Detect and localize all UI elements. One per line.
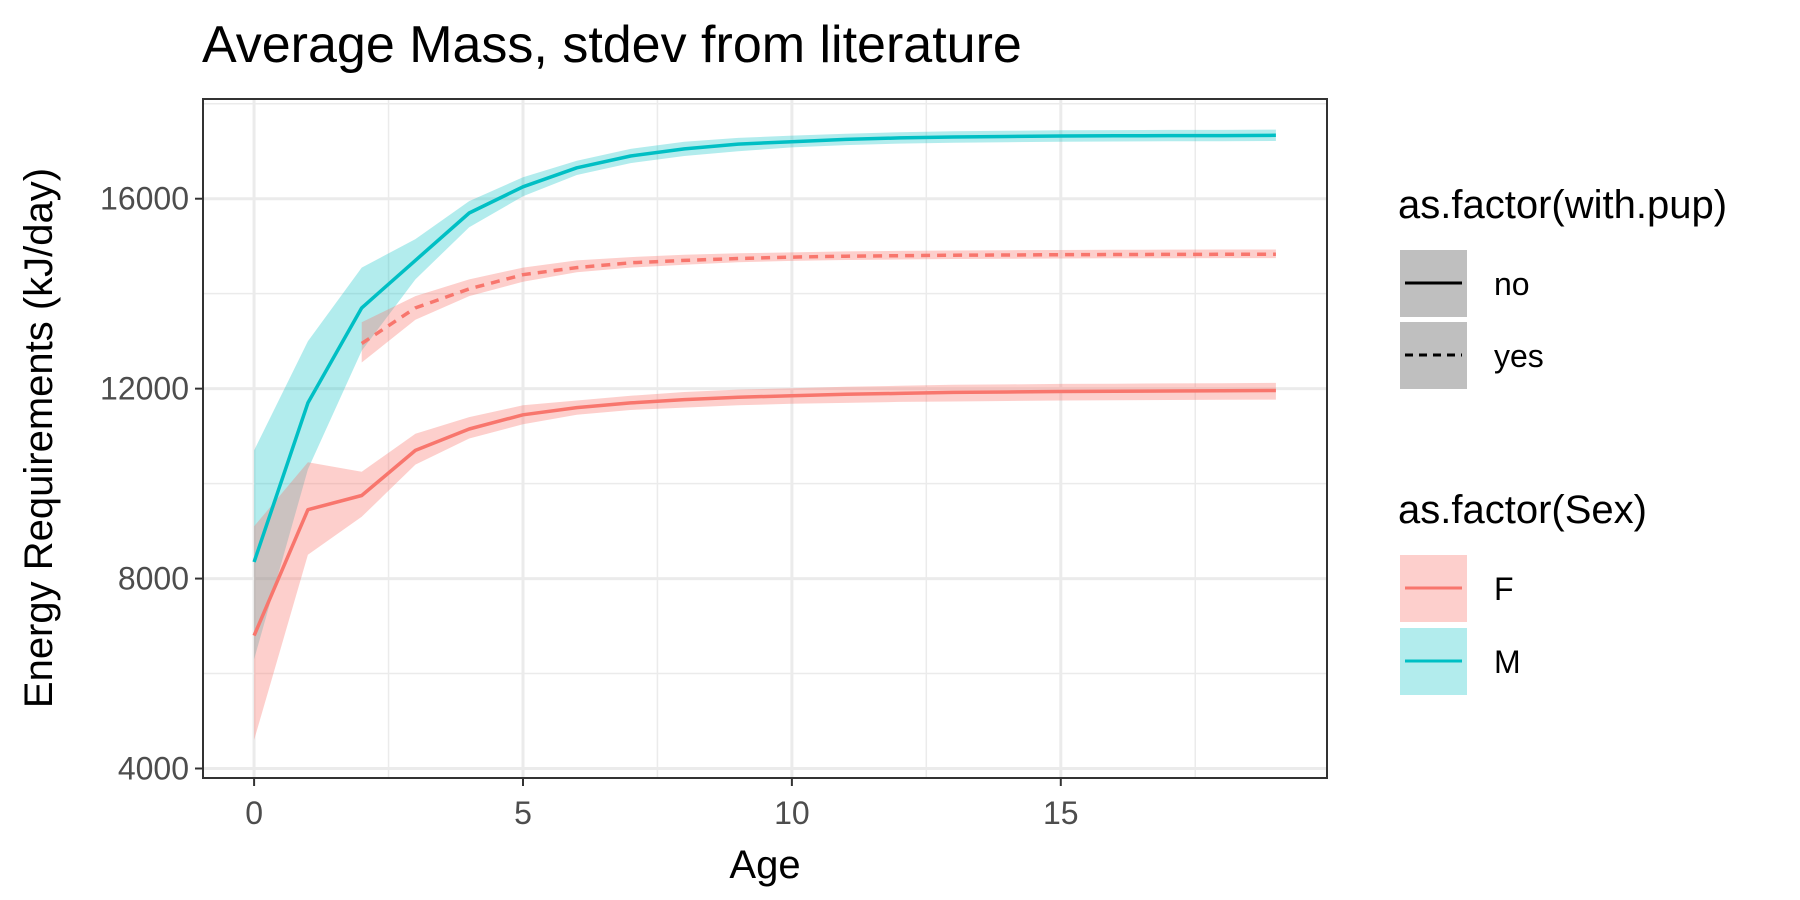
legend-with-pup: as.factor(with.pup) no yes [1398,183,1727,389]
legend-label-yes: yes [1494,338,1544,374]
y-tick-label: 12000 [100,371,189,407]
plot-panel [203,99,1327,778]
y-axis-title: Energy Requirements (kJ/day) [17,168,61,708]
legend-label-f: F [1494,571,1514,607]
chart-title: Average Mass, stdev from literature [202,16,1022,74]
y-tick-label: 8000 [118,561,189,597]
minor-grid [203,99,1327,778]
line-f-yes [360,252,1276,345]
x-tick-label: 15 [1043,795,1079,831]
line-f-no [252,388,1276,637]
legend-label-m: M [1494,644,1521,680]
major-grid [203,99,1327,778]
legend-title: as.factor(Sex) [1398,488,1647,532]
x-tick-label: 0 [245,795,263,831]
line-m-no [252,133,1276,563]
y-tick-label: 4000 [118,751,189,787]
y-tick-label: 16000 [100,181,189,217]
legend-label-no: no [1494,266,1530,302]
plot-border [202,98,1328,779]
legend-sex: as.factor(Sex) F M [1398,488,1647,695]
x-axis-title: Age [729,843,800,887]
legend-title: as.factor(with.pup) [1398,183,1727,227]
x-axis: 0 5 10 15 [245,778,1079,831]
x-tick-label: 10 [774,795,810,831]
x-tick-label: 5 [514,795,532,831]
series-lines [252,133,1276,637]
y-axis: 4000 8000 12000 16000 [100,181,203,787]
